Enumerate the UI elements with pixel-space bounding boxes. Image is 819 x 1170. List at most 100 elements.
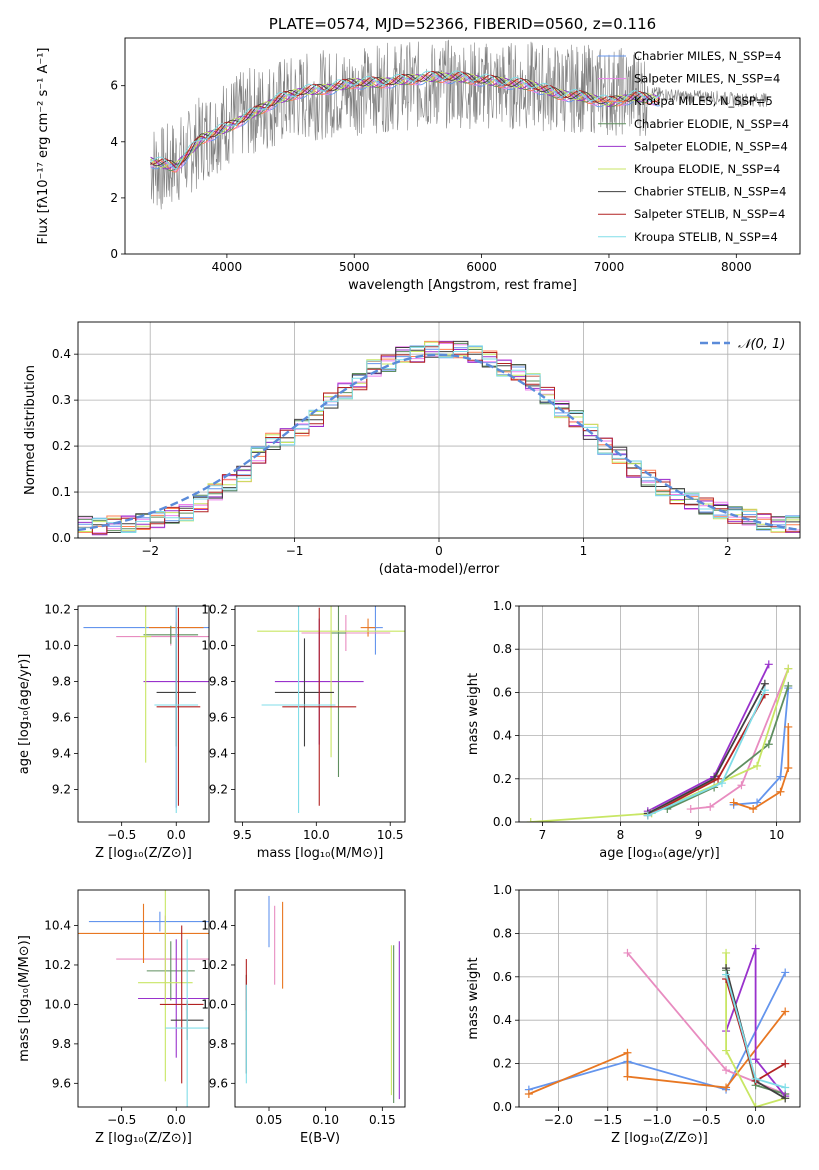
model-spectrum-line — [150, 73, 661, 173]
weight-marker — [722, 1066, 731, 1075]
weight-marker — [781, 1083, 790, 1092]
y-tick-label: 10.0 — [44, 639, 71, 653]
y-tick-label: 4 — [110, 135, 118, 149]
plot-area — [78, 890, 209, 1107]
x-tick-label: 0.0 — [167, 828, 186, 842]
weight-marker — [524, 1089, 533, 1098]
x-tick-label: −2 — [141, 544, 159, 558]
weight-marker — [751, 944, 760, 953]
weight-marker — [753, 798, 762, 807]
weight-marker — [764, 660, 773, 669]
plot-area — [526, 660, 793, 822]
y-tick-label: 0.8 — [493, 642, 512, 656]
weight-marker — [753, 761, 762, 770]
weight-marker — [714, 774, 723, 783]
y-tick-label: 0.2 — [52, 439, 71, 453]
y-axis-label: mass [log₁₀(M/M⊙)] — [17, 935, 32, 1062]
spectrum-panel: 4000 5000 6000 7000 8000 0 2 4 6 wavelength [Angs… — [36, 15, 801, 293]
x-tick-label: −1 — [286, 544, 304, 558]
y-tick-label: 10.0 — [201, 639, 228, 653]
gaussian-curve — [78, 353, 800, 532]
x-tick-label: 9.5 — [233, 828, 252, 842]
legend-label: Salpeter STELIB, N_SSP=4 — [634, 207, 785, 221]
x-tick-label: −0.5 — [107, 828, 136, 842]
weight-line — [725, 948, 786, 1097]
y-tick-label: 10.4 — [44, 919, 71, 933]
y-tick-label: 0.2 — [493, 1057, 512, 1071]
x-tick-label: 10.5 — [377, 828, 404, 842]
mass-vs-extinction-panel: 0.05 0.10 0.15 9.6 9.8 10.0 10.2 10.4 E(B-V) — [201, 889, 406, 1146]
legend-label: 𝒩(0, 1) — [738, 337, 785, 352]
y-tick-label: 0.0 — [493, 1100, 512, 1114]
y-tick-label: 0.2 — [493, 772, 512, 786]
weight-line — [530, 668, 790, 822]
plot-area — [150, 39, 769, 210]
plot-frame — [234, 889, 406, 1108]
mass-vs-metallicity-panel: −0.5 0.0 9.6 9.8 10.0 10.2 10.4 Z [log₁₀(Z/Z⊙)]… — [17, 889, 210, 1146]
x-tick-label: 0.0 — [746, 1113, 765, 1127]
y-axis-label: mass weight — [466, 673, 481, 755]
weight-marker — [784, 764, 793, 772]
legend-label: Chabrier ELODIE, N_SSP=4 — [634, 117, 789, 131]
y-tick-label: 10.2 — [44, 603, 71, 617]
x-tick-label: 7 — [539, 828, 547, 842]
weight-marker — [729, 798, 738, 807]
plot-area — [245, 895, 400, 1104]
weight-marker — [749, 805, 758, 814]
y-tick-label: 0.0 — [52, 531, 71, 545]
weight-marker — [706, 802, 715, 811]
y-axis-label: Normed distribution — [23, 365, 38, 495]
y-tick-label: 10.2 — [44, 958, 71, 972]
weight-marker — [784, 681, 793, 690]
plot-frame — [518, 605, 801, 823]
x-tick-label: 4000 — [212, 260, 243, 274]
y-tick-label: 0.4 — [493, 729, 512, 743]
y-tick-label: 9.8 — [52, 675, 71, 689]
x-axis-label: age [log₁₀(age/yr)] — [599, 846, 720, 861]
plot-area — [83, 606, 209, 813]
plot-frame — [124, 37, 801, 255]
y-tick-label: 0 — [110, 247, 118, 261]
plot-area — [78, 340, 800, 538]
y-tick-label: 10.0 — [201, 997, 228, 1011]
mass-weight-vs-age-panel: 7 8 9 10 0.0 0.2 0.4 0.6 0.8 1.0 age [log₁₀(age/yr… — [466, 599, 801, 861]
x-axis-label: Z [log₁₀(Z/Z⊙)] — [95, 1131, 192, 1146]
y-tick-label: 9.4 — [52, 747, 71, 761]
weight-marker — [776, 787, 785, 796]
histogram-step — [78, 345, 800, 538]
x-tick-label: 10.0 — [303, 828, 330, 842]
plot-area — [524, 944, 790, 1107]
model-spectrum-line — [150, 70, 661, 169]
weight-marker — [722, 948, 731, 957]
weight-marker — [722, 1046, 731, 1055]
x-tick-label: 8 — [617, 828, 625, 842]
y-tick-label: 9.8 — [209, 675, 228, 689]
weight-marker — [643, 811, 652, 820]
legend-label: Salpeter MILES, N_SSP=4 — [634, 72, 780, 86]
weight-marker — [784, 664, 793, 673]
weight-marker — [623, 1048, 632, 1057]
y-axis-label: age [log₁₀(age/yr)] — [17, 654, 32, 775]
x-tick-label: 1 — [580, 544, 588, 558]
x-tick-label: −0.5 — [107, 1113, 136, 1127]
weight-marker — [751, 1055, 760, 1064]
x-tick-label: −2.0 — [544, 1113, 573, 1127]
y-tick-label: 6 — [110, 79, 118, 93]
legend-label: Salpeter ELODIE, N_SSP=4 — [634, 139, 788, 153]
y-tick-label: 9.8 — [209, 1037, 228, 1051]
x-tick-label: 9 — [695, 828, 703, 842]
model-spectrum-line — [150, 72, 661, 170]
x-axis-label: Z [log₁₀(Z/Z⊙)] — [611, 1131, 708, 1146]
y-tick-label: 10.4 — [201, 919, 228, 933]
x-tick-label: 0 — [435, 544, 443, 558]
x-tick-label: −0.5 — [692, 1113, 721, 1127]
weight-marker — [722, 1083, 731, 1092]
y-tick-label: 9.4 — [209, 747, 228, 761]
x-axis-label: Z [log₁₀(Z/Z⊙)] — [95, 846, 192, 861]
weight-marker — [751, 1103, 760, 1107]
legend-label: Chabrier STELIB, N_SSP=4 — [634, 185, 786, 199]
y-tick-label: 9.6 — [52, 711, 71, 725]
x-tick-label: 0.15 — [369, 1113, 396, 1127]
weight-marker — [722, 970, 731, 979]
y-tick-label: 0.8 — [493, 926, 512, 940]
